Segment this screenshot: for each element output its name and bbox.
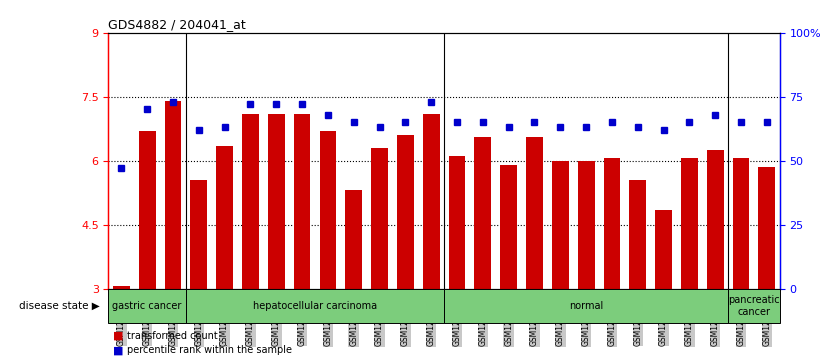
Bar — [449, 156, 465, 289]
Bar — [681, 159, 698, 289]
Text: GDS4882 / 204041_at: GDS4882 / 204041_at — [108, 19, 246, 32]
Bar — [216, 146, 233, 289]
Bar — [707, 150, 724, 289]
Bar — [345, 191, 362, 289]
Bar — [728, 289, 780, 323]
Text: transformed count: transformed count — [127, 331, 218, 341]
Bar — [319, 131, 336, 289]
Bar — [268, 114, 284, 289]
Text: percentile rank within the sample: percentile rank within the sample — [127, 345, 292, 355]
Bar — [552, 161, 569, 289]
Bar — [444, 289, 728, 323]
Text: hepatocellular carcinoma: hepatocellular carcinoma — [253, 301, 377, 311]
Bar — [186, 289, 445, 323]
Bar — [164, 101, 181, 289]
Bar — [190, 180, 207, 289]
Text: disease state ▶: disease state ▶ — [19, 301, 100, 311]
Text: ■: ■ — [113, 331, 123, 341]
Text: gastric cancer: gastric cancer — [113, 301, 182, 311]
Text: normal: normal — [569, 301, 603, 311]
Bar — [371, 148, 388, 289]
Bar — [423, 114, 440, 289]
Bar — [758, 167, 776, 289]
Bar — [113, 286, 130, 289]
Bar — [630, 180, 646, 289]
Bar — [138, 131, 156, 289]
Bar — [108, 289, 186, 323]
Bar — [475, 137, 491, 289]
Bar — [500, 165, 517, 289]
Bar — [294, 114, 310, 289]
Bar — [578, 161, 595, 289]
Bar — [656, 210, 672, 289]
Bar — [604, 159, 620, 289]
Bar — [397, 135, 414, 289]
Text: ■: ■ — [113, 345, 123, 355]
Text: pancreatic
cancer: pancreatic cancer — [728, 295, 780, 317]
Bar — [732, 159, 750, 289]
Bar — [526, 137, 543, 289]
Bar — [242, 114, 259, 289]
